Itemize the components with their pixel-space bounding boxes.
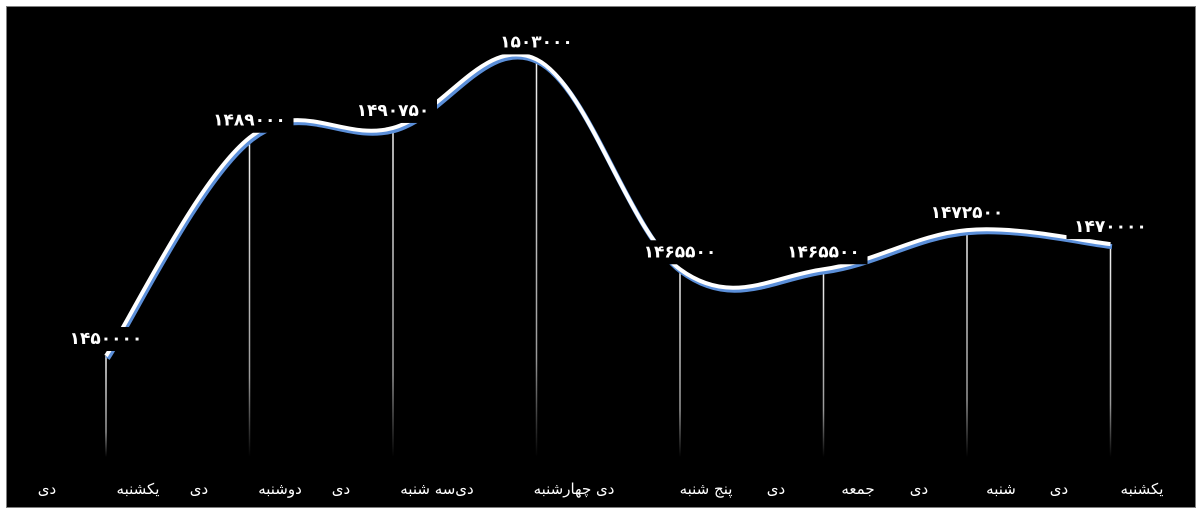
- x-tick-label: دی: [910, 480, 928, 498]
- x-tick-label: پنج شنبه: [680, 480, 733, 499]
- x-tick-label: دی: [190, 480, 208, 498]
- drop-line: [966, 230, 968, 457]
- data-label-bg: [779, 240, 868, 265]
- data-label: ۱۴۷۲۵۰۰: [923, 201, 1011, 226]
- drop-line: [535, 59, 538, 458]
- x-tick-label: دی چهارشنبه: [534, 480, 615, 498]
- drop-line: [1109, 244, 1112, 457]
- data-label-text: ۱۴۹۰۷۵۰: [357, 101, 430, 121]
- x-tick-label: شنبه: [986, 480, 1016, 498]
- x-tick-label: دی: [1050, 480, 1068, 498]
- x-tick-label: دی: [767, 480, 785, 498]
- x-tick-label: یکشنبه: [1121, 480, 1164, 498]
- data-label-text: ۱۴۸۹۰۰۰: [213, 111, 286, 131]
- data-label-text: ۱۴۷۰۰۰۰: [1074, 217, 1147, 237]
- data-label: ۱۵۰۳۰۰۰: [492, 30, 581, 55]
- series-line: [104, 52, 1111, 358]
- data-label: ۱۴۹۰۷۵۰: [349, 98, 437, 123]
- x-tick-label: یکشنبه: [117, 480, 160, 498]
- data-label-bg: [636, 240, 724, 265]
- drop-line: [248, 137, 251, 457]
- data-label-bg: [1066, 215, 1155, 240]
- data-label-text: ۱۵۰۳۰۰۰: [500, 32, 573, 52]
- data-label: ۱۴۷۰۰۰۰: [1066, 215, 1155, 240]
- x-tick-label: دی: [332, 480, 350, 498]
- data-label-text: ۱۴۶۵۵۰۰: [787, 242, 860, 262]
- data-label: ۱۴۶۵۵۰۰: [636, 240, 724, 265]
- data-label: ۱۴۵۰۰۰۰: [62, 327, 150, 352]
- drop-line: [679, 269, 681, 457]
- data-label: ۱۴۸۹۰۰۰: [205, 108, 294, 133]
- data-label-bg: [62, 327, 150, 352]
- drop-line: [822, 269, 825, 457]
- line-chart: ۱۴۵۰۰۰۰ ۱۴۸۹۰۰۰ ۱۴۹۰۷۵۰ ۱۵۰۳۰۰۰ ۱۴۶۵۵۰۰ ۱۴۶۵۵…: [38, 30, 1164, 499]
- data-label-bg: [349, 98, 437, 123]
- chart-area: ۱۴۵۰۰۰۰ ۱۴۸۹۰۰۰ ۱۴۹۰۷۵۰ ۱۵۰۳۰۰۰ ۱۴۶۵۵۰۰ ۱۴۶۵۵…: [6, 6, 1196, 508]
- data-label-text: ۱۴۵۰۰۰۰: [70, 329, 143, 349]
- drop-line: [392, 127, 394, 458]
- data-label-text: ۱۴۶۵۵۰۰: [644, 242, 717, 262]
- x-tick-label: دی: [38, 480, 56, 498]
- data-label-text: ۱۴۷۲۵۰۰: [931, 203, 1004, 223]
- data-label-bg: [205, 108, 294, 133]
- data-label: ۱۴۶۵۵۰۰: [779, 240, 868, 265]
- data-label-bg: [923, 201, 1011, 226]
- x-tick-label: دی‌سه شنبه: [400, 480, 473, 498]
- x-tick-label: جمعه: [841, 480, 874, 498]
- data-label-bg: [492, 30, 581, 55]
- x-tick-label: دوشنبه: [258, 480, 302, 498]
- drop-line: [105, 356, 107, 457]
